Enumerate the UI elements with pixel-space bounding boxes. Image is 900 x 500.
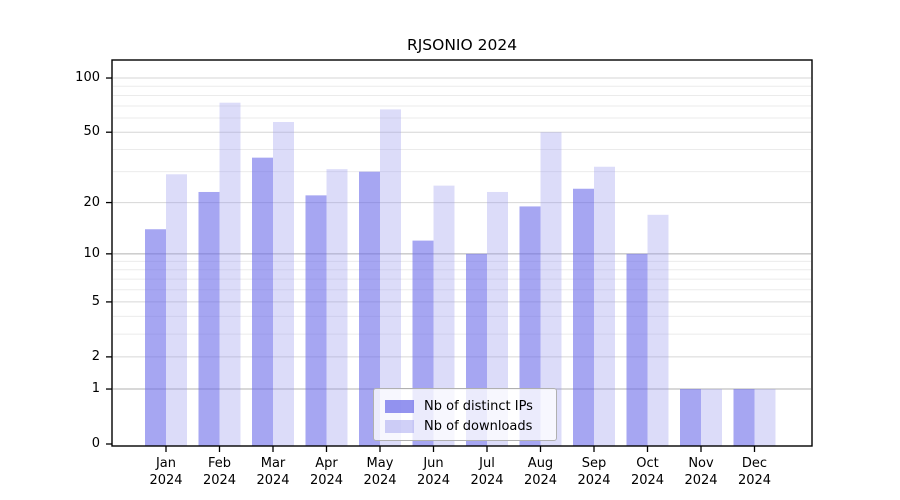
y-tick-label: 100 — [75, 70, 100, 86]
bar-downloads — [166, 174, 187, 447]
bar-downloads — [219, 102, 241, 447]
bar-downloads — [594, 166, 615, 447]
legend: Nb of distinct IPs Nb of downloads — [373, 388, 557, 441]
y-tick-label: 50 — [83, 124, 100, 140]
bar-downloads — [326, 169, 348, 446]
x-tick-label: Oct 2024 — [630, 456, 665, 488]
x-tick-label: Apr 2024 — [309, 456, 344, 488]
x-tick-label: Jan 2024 — [149, 456, 183, 488]
bar-downloads — [701, 389, 722, 446]
x-tick-label: May 2024 — [363, 456, 397, 488]
x-tick-label: Jun 2024 — [416, 456, 451, 488]
bar-downloads — [380, 109, 401, 446]
legend-label-downloads: Nb of downloads — [424, 418, 533, 434]
bar-downloads — [754, 389, 776, 446]
chart-title: RJSONIO 2024 — [406, 36, 518, 54]
bar-distinct-ips — [733, 389, 755, 446]
x-tick-label: Nov 2024 — [684, 456, 718, 488]
y-tick-label: 1 — [91, 381, 100, 397]
bar-distinct-ips — [573, 188, 594, 446]
x-tick-label: Feb 2024 — [202, 456, 237, 488]
bar-downloads — [487, 191, 508, 446]
y-tick-label: 20 — [83, 194, 100, 210]
legend-item-downloads: Nb of downloads — [385, 416, 556, 436]
bar-downloads — [273, 122, 294, 446]
bar-distinct-ips — [626, 253, 648, 446]
bar-distinct-ips — [680, 389, 701, 446]
bar-distinct-ips — [198, 191, 220, 446]
legend-swatch-downloads — [385, 419, 414, 433]
y-tick-label: 5 — [91, 293, 100, 309]
legend-label-distinct-ips: Nb of distinct IPs — [424, 398, 533, 414]
x-tick-label: Mar 2024 — [256, 456, 290, 488]
bar-distinct-ips — [519, 206, 541, 446]
bar-distinct-ips — [252, 157, 273, 446]
x-tick-label: Aug 2024 — [523, 456, 558, 488]
legend-item-distinct-ips: Nb of distinct IPs — [385, 396, 556, 416]
plot-frame — [111, 59, 813, 447]
x-tick-label: Dec 2024 — [737, 456, 772, 488]
bar-downloads — [433, 185, 455, 447]
bar-distinct-ips — [359, 171, 380, 446]
y-tick-label: 0 — [91, 436, 100, 451]
bar-distinct-ips — [145, 229, 166, 446]
x-tick-label: Sep 2024 — [577, 456, 611, 488]
y-tick-label: 10 — [83, 245, 100, 261]
x-tick-label: Jul 2024 — [470, 456, 504, 488]
bar-distinct-ips — [305, 195, 327, 446]
bar-downloads — [647, 214, 669, 446]
legend-swatch-distinct-ips — [385, 399, 414, 413]
bar-downloads — [540, 132, 562, 446]
y-tick-label: 2 — [91, 348, 100, 364]
